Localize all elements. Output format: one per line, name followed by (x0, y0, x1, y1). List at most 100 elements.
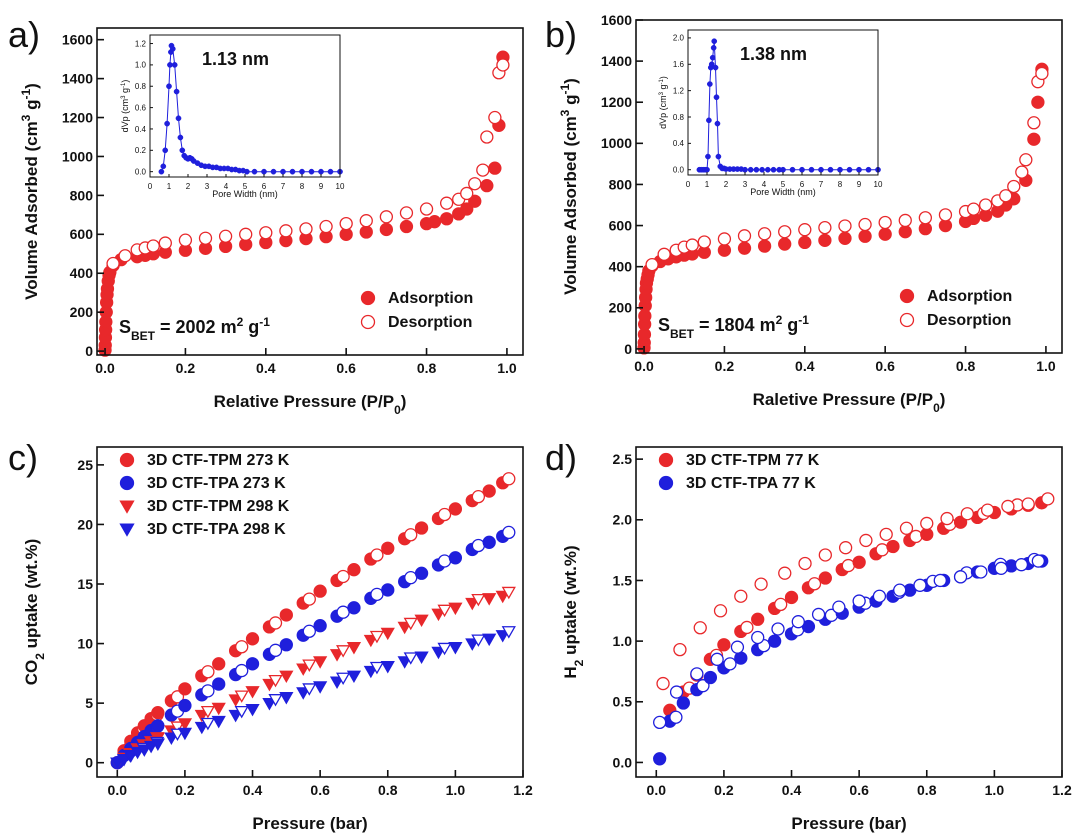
data-point (878, 227, 892, 241)
x-tick-label: 0.6 (310, 782, 330, 798)
inset-x-tick-label: 9 (319, 182, 324, 191)
data-point (838, 231, 852, 245)
y-axis-label: H2 uptake (wt.%) (561, 545, 586, 678)
data-point (920, 527, 934, 542)
inset-x-tick-label: 4 (224, 182, 229, 191)
y-axis-label-sup: -1 (121, 82, 127, 88)
data-point (918, 221, 933, 236)
data-point (419, 202, 434, 216)
sbet-text: g (782, 315, 798, 335)
y-tick-label: 1000 (62, 148, 93, 164)
y-tick-label: 1400 (62, 71, 93, 87)
data-point (427, 215, 442, 229)
data-point-desorption (696, 679, 710, 693)
inset-y-tick-label: 1.2 (673, 86, 685, 95)
data-point-desorption (268, 616, 283, 630)
y-tick-label: 15 (77, 576, 93, 592)
inset-point (244, 168, 250, 175)
data-point (414, 566, 429, 580)
data-point (898, 213, 912, 228)
inset-point (280, 168, 286, 175)
inset-x-tick-label: 6 (800, 180, 805, 189)
data-point (460, 202, 474, 216)
data-point (703, 670, 718, 685)
data-point (1031, 95, 1045, 109)
data-point-desorption (201, 684, 215, 698)
data-point (734, 589, 748, 603)
data-point (496, 58, 510, 72)
data-point (858, 217, 872, 232)
y-axis-label-text: ) (658, 76, 668, 79)
data-point (448, 641, 463, 655)
data-point (713, 604, 728, 618)
inset-x-axis-label: Pore Width (nm) (750, 187, 816, 197)
y-tick-label: 1400 (601, 53, 632, 69)
y-tick-label: 5 (85, 695, 93, 711)
data-point-desorption (234, 690, 249, 703)
inset-x-tick-label: 4 (762, 180, 767, 189)
data-point (329, 649, 345, 662)
series-4 (110, 626, 516, 771)
inset-point (251, 168, 258, 175)
inset-y-tick-label: 0.0 (673, 166, 685, 175)
data-point-desorption (437, 554, 452, 568)
data-point (363, 634, 378, 648)
sbet-text: g (243, 317, 259, 337)
data-point (832, 600, 846, 614)
inset-y-tick-label: 0.8 (673, 113, 685, 122)
data-point (151, 706, 165, 720)
data-point (164, 732, 179, 745)
data-point (346, 670, 362, 684)
data-point (852, 594, 866, 608)
data-point (482, 633, 497, 647)
panel-label: b) (545, 14, 577, 55)
sbet-text: S (119, 317, 131, 337)
inset: 0 1 2 3 4 5 6 7 8 9 10 0.0 0.4 0.8 1.2 1.6 2.0 Pore Width… (658, 29, 883, 197)
data-point-desorption (200, 717, 216, 731)
data-point (198, 231, 213, 245)
y-axis-label-sup: -1 (558, 84, 572, 95)
data-point (953, 570, 968, 584)
data-point-desorption (336, 645, 351, 658)
data-point (347, 563, 361, 577)
data-point (296, 687, 311, 700)
inset-point (780, 166, 786, 173)
x-tick-label: 1.2 (513, 782, 533, 798)
y-axis-label-sup: 3 (121, 95, 127, 99)
data-point (380, 661, 395, 674)
data-point (953, 515, 968, 529)
x-axis-label: Pressure (bar) (252, 814, 367, 833)
inset-point (162, 147, 169, 154)
inset-point (770, 166, 777, 173)
legend-marker (119, 500, 135, 514)
data-point-desorption (471, 593, 486, 607)
y-axis-label-sup: 3 (19, 114, 33, 121)
data-point (146, 239, 160, 253)
data-point (329, 676, 345, 690)
legend-label: 3D CTF-TPM 77 K (686, 452, 820, 469)
inset-point (270, 168, 277, 175)
legend-label: Adsorption (388, 290, 473, 307)
legend-label: Desorption (388, 314, 472, 331)
data-point (730, 640, 745, 654)
data-point (158, 236, 172, 250)
data-point (1007, 179, 1021, 194)
inset-annotation: 1.13 nm (202, 49, 269, 69)
inset-background (688, 30, 878, 175)
legend-label: 3D CTF-TPA 77 K (686, 475, 816, 492)
inset-x-tick-label: 2 (724, 180, 729, 189)
x-axis-label: Relative Pressure (P/P0) (214, 392, 407, 417)
inset-annotation: 1.38 nm (740, 44, 807, 64)
legend: 3D CTF-TPM 77 K 3D CTF-TPA 77 K (658, 452, 820, 492)
y-tick-label: 0.5 (613, 694, 633, 710)
data-point (399, 219, 414, 234)
inset-y-tick-label: 0.4 (135, 125, 147, 134)
data-point-desorption (302, 659, 317, 672)
x-axis-label-text: ) (401, 392, 407, 411)
data-point-desorption (302, 624, 316, 638)
data-point (1021, 497, 1035, 511)
legend-marker (119, 452, 135, 468)
series-2 (110, 525, 516, 770)
data-point-desorption (1041, 492, 1055, 506)
data-point (218, 229, 233, 243)
